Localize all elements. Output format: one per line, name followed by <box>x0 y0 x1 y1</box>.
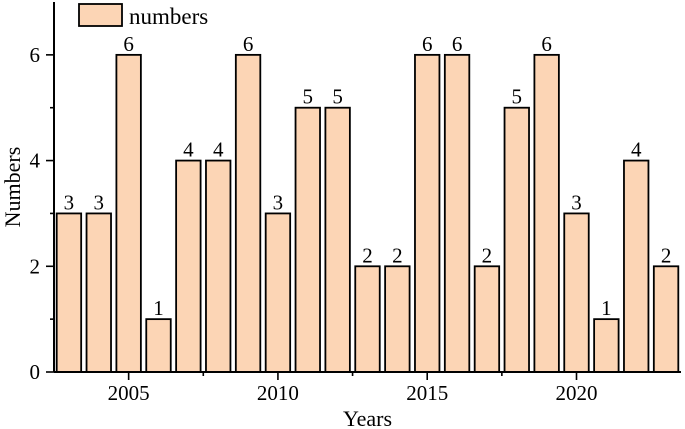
y-tick-label-0: 0 <box>30 360 41 384</box>
legend-swatch <box>78 3 123 27</box>
data-label-2011: 5 <box>303 85 314 109</box>
data-label-2017: 2 <box>482 243 493 267</box>
data-label-2004: 3 <box>94 190 105 214</box>
bar-2009 <box>234 53 262 373</box>
y-tick-label-4: 4 <box>30 149 41 173</box>
data-label-2022: 4 <box>631 138 642 162</box>
bar-2022 <box>623 159 650 373</box>
x-tick-label-2010: 2010 <box>257 381 299 405</box>
bar-2007 <box>175 159 202 373</box>
y-ticks-group: 0 2 4 6 <box>30 43 54 384</box>
bar-2018 <box>503 106 530 373</box>
legend: numbers <box>78 3 208 29</box>
bars-group <box>55 53 680 373</box>
x-tick-label-2005: 2005 <box>108 381 150 405</box>
data-label-2016: 6 <box>452 32 463 56</box>
data-label-2013: 2 <box>362 243 373 267</box>
data-label-2015: 6 <box>422 32 433 56</box>
bar-2006 <box>145 318 172 373</box>
x-tick-label-2015: 2015 <box>406 381 448 405</box>
x-tick-label-2020: 2020 <box>556 381 598 405</box>
y-tick-label-6: 6 <box>30 43 41 67</box>
y-tick-label-2: 2 <box>30 254 41 278</box>
data-label-2007: 4 <box>183 138 194 162</box>
data-label-2010: 3 <box>273 190 284 214</box>
data-label-2009: 6 <box>243 32 254 56</box>
bar-2003 <box>55 212 83 373</box>
data-label-2012: 5 <box>332 85 343 109</box>
data-label-2020: 3 <box>571 190 582 214</box>
x-ticks-group: 2005 2010 2015 2020 <box>108 372 598 405</box>
data-label-2003: 3 <box>64 190 75 214</box>
data-label-2021: 1 <box>601 296 612 320</box>
bar-2016 <box>443 53 471 373</box>
data-label-2006: 1 <box>153 296 164 320</box>
bar-2017 <box>473 265 501 373</box>
bar-2010 <box>264 212 292 373</box>
x-axis-title: Years <box>343 406 392 429</box>
data-label-2008: 4 <box>213 138 224 162</box>
data-label-2005: 6 <box>123 32 134 56</box>
data-label-2014: 2 <box>392 243 403 267</box>
bar-2021 <box>593 318 620 373</box>
bar-2011 <box>294 106 321 373</box>
bar-2008 <box>205 159 232 373</box>
bar-2014 <box>384 265 411 373</box>
bar-2005 <box>115 53 142 373</box>
bar-2019 <box>533 53 560 373</box>
data-label-2023: 2 <box>661 243 672 267</box>
legend-label: numbers <box>129 4 208 29</box>
y-axis-title: Numbers <box>0 147 25 228</box>
bar-2012 <box>324 106 351 373</box>
bar-2020 <box>563 212 590 373</box>
data-label-2019: 6 <box>541 32 552 56</box>
bar-2015 <box>414 53 441 373</box>
bar-2023 <box>652 265 680 373</box>
data-label-2018: 5 <box>512 85 523 109</box>
bar-2004 <box>85 212 112 373</box>
bar-2013 <box>354 265 381 373</box>
